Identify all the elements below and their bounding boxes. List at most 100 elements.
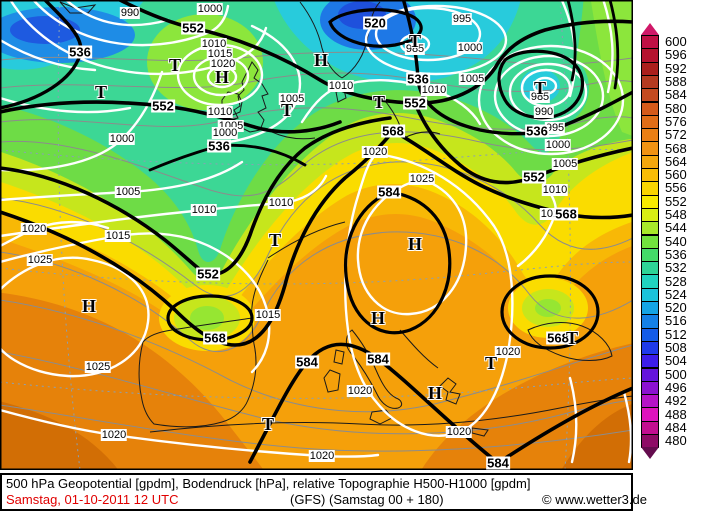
geopotential-label: 568 [203, 330, 227, 346]
isobar-label: 1010 [190, 204, 218, 216]
colorbar-segment [641, 181, 659, 196]
colorbar-value: 532 [665, 260, 687, 276]
colorbar-value: 596 [665, 47, 687, 63]
geopotential-label: 568 [381, 123, 405, 139]
colorbar-value: 568 [665, 140, 687, 156]
map-frame [0, 0, 633, 470]
isobar-label: 1000 [196, 3, 224, 15]
pressure-center-high: H [407, 234, 423, 254]
isobar-label: 1000 [211, 127, 239, 139]
geopotential-label: 568 [546, 330, 570, 346]
geopotential-label: 552 [522, 169, 546, 185]
colorbar-segment [641, 287, 659, 302]
colorbar-segment [641, 247, 659, 263]
colorbar-segment [641, 221, 659, 236]
colorbar-segment [641, 141, 659, 156]
colorbar-value: 488 [665, 406, 687, 422]
colorbar-value: 508 [665, 340, 687, 356]
colorbar-segment [641, 380, 659, 396]
isobar-label: 1005 [551, 158, 579, 170]
isobar-label: 1010 [200, 38, 228, 50]
scale-arrow-top [641, 23, 659, 35]
geopotential-label: 584 [366, 351, 390, 367]
colorbar-segment [641, 261, 659, 276]
colorbar-value: 512 [665, 326, 687, 342]
pressure-center-high: H [313, 50, 329, 70]
geopotential-label: 552 [181, 20, 205, 36]
pressure-center-low: T [565, 328, 579, 348]
geopotential-label: 552 [403, 95, 427, 111]
colorbar-segment [641, 314, 659, 329]
caption-box: 500 hPa Geopotential [gpdm], Bodendruck … [0, 473, 647, 511]
colorbar-value: 540 [665, 233, 687, 249]
geopotential-label: 536 [406, 71, 430, 87]
isobar-label: 990 [533, 106, 555, 118]
colorbar-segment [641, 154, 659, 169]
colorbar-segment [641, 35, 659, 50]
colorbar-value: 496 [665, 379, 687, 395]
colorbar-segment [641, 407, 659, 422]
isobar-label: 1020 [209, 58, 237, 70]
isobar-label: 1010 [327, 80, 355, 92]
pressure-center-low: T [484, 353, 498, 373]
colorbar-value: 528 [665, 273, 687, 289]
geopotential-label: 552 [151, 98, 175, 114]
colorbar-value: 504 [665, 353, 687, 369]
colorbar-value: 552 [665, 193, 687, 209]
isobar-label: 1020 [100, 429, 128, 441]
colorbar-segment [641, 434, 659, 449]
isobar-label: 1015 [206, 48, 234, 60]
isobar-label: 1015 [254, 309, 282, 321]
pressure-center-low: T [280, 100, 294, 120]
colorbar-segment [641, 168, 659, 183]
colorbar-segment [641, 420, 659, 435]
isobar-label: 1000 [544, 139, 572, 151]
isobar-label: 1025 [408, 173, 436, 185]
colorbar-value: 536 [665, 246, 687, 262]
isobar-label: 1005 [278, 93, 306, 105]
geopotential-color-scale: 600 596 592 588 584 580 576 572 568 564 560 556 552 5… [641, 23, 703, 473]
topo-contours-gray [0, 51, 633, 452]
pressure-center-low: T [168, 55, 182, 75]
isobar-label: 1020 [494, 346, 522, 358]
isobar-label: 1005 [114, 186, 142, 198]
colorbar-segment [641, 327, 659, 342]
colorbar-value: 544 [665, 220, 687, 236]
isobar-label: 985 [404, 43, 426, 55]
isobar-label: 1000 [108, 133, 136, 145]
colorbar-segment [641, 74, 659, 90]
colorbar-segment [641, 234, 659, 249]
caption-title: 500 hPa Geopotential [gpdm], Bodendruck … [6, 476, 531, 491]
geopotential-label: 536 [207, 138, 231, 154]
isobar-label: 990 [119, 7, 141, 19]
pressure-center-low: T [372, 92, 386, 112]
colorbar-value: 576 [665, 113, 687, 129]
isobar-label: 1010 [420, 84, 448, 96]
isobar-label: 1020 [308, 450, 336, 462]
geopotential-label: 584 [377, 184, 401, 200]
colorbar-segment [641, 301, 659, 316]
colorbar-value: 500 [665, 366, 687, 382]
caption-datetime: Samstag, 01-10-2011 12 UTC [6, 492, 179, 507]
colorbar-value: 564 [665, 153, 687, 169]
isobar-label: 1015 [104, 230, 132, 242]
geopotential-label: 584 [486, 455, 510, 471]
colorbar-value: 580 [665, 100, 687, 116]
colorbar-segment [641, 48, 659, 63]
colorbar-segment [641, 61, 659, 76]
colorbar-value: 548 [665, 207, 687, 223]
isobar-label: 1025 [26, 254, 54, 266]
colorbar-value: 520 [665, 300, 687, 316]
pressure-center-high: H [214, 67, 230, 87]
geopotential-label: 536 [525, 123, 549, 139]
colorbar-value: 588 [665, 74, 687, 90]
colorbar-value: 484 [665, 419, 687, 435]
pressure-center-low: T [268, 230, 282, 250]
colorbar-segment [641, 101, 659, 116]
isobar-label: 995 [544, 122, 566, 134]
colorbar-value: 492 [665, 393, 687, 409]
colorbar-segment [641, 194, 659, 209]
colorbar-segment [641, 128, 659, 143]
colorbar-segment [641, 354, 659, 369]
map-canvas: 990 1000 1010 1015 1020 995 985 1000 1010 1005 101… [0, 0, 633, 470]
